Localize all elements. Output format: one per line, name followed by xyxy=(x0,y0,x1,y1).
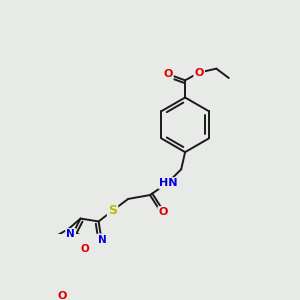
Text: N: N xyxy=(98,235,106,244)
Text: O: O xyxy=(163,69,172,79)
Text: S: S xyxy=(108,204,117,217)
Text: O: O xyxy=(81,244,89,254)
Text: O: O xyxy=(159,207,168,217)
Text: O: O xyxy=(194,68,204,77)
Text: O: O xyxy=(58,291,67,300)
Text: N: N xyxy=(66,229,75,239)
Text: HN: HN xyxy=(160,178,178,188)
